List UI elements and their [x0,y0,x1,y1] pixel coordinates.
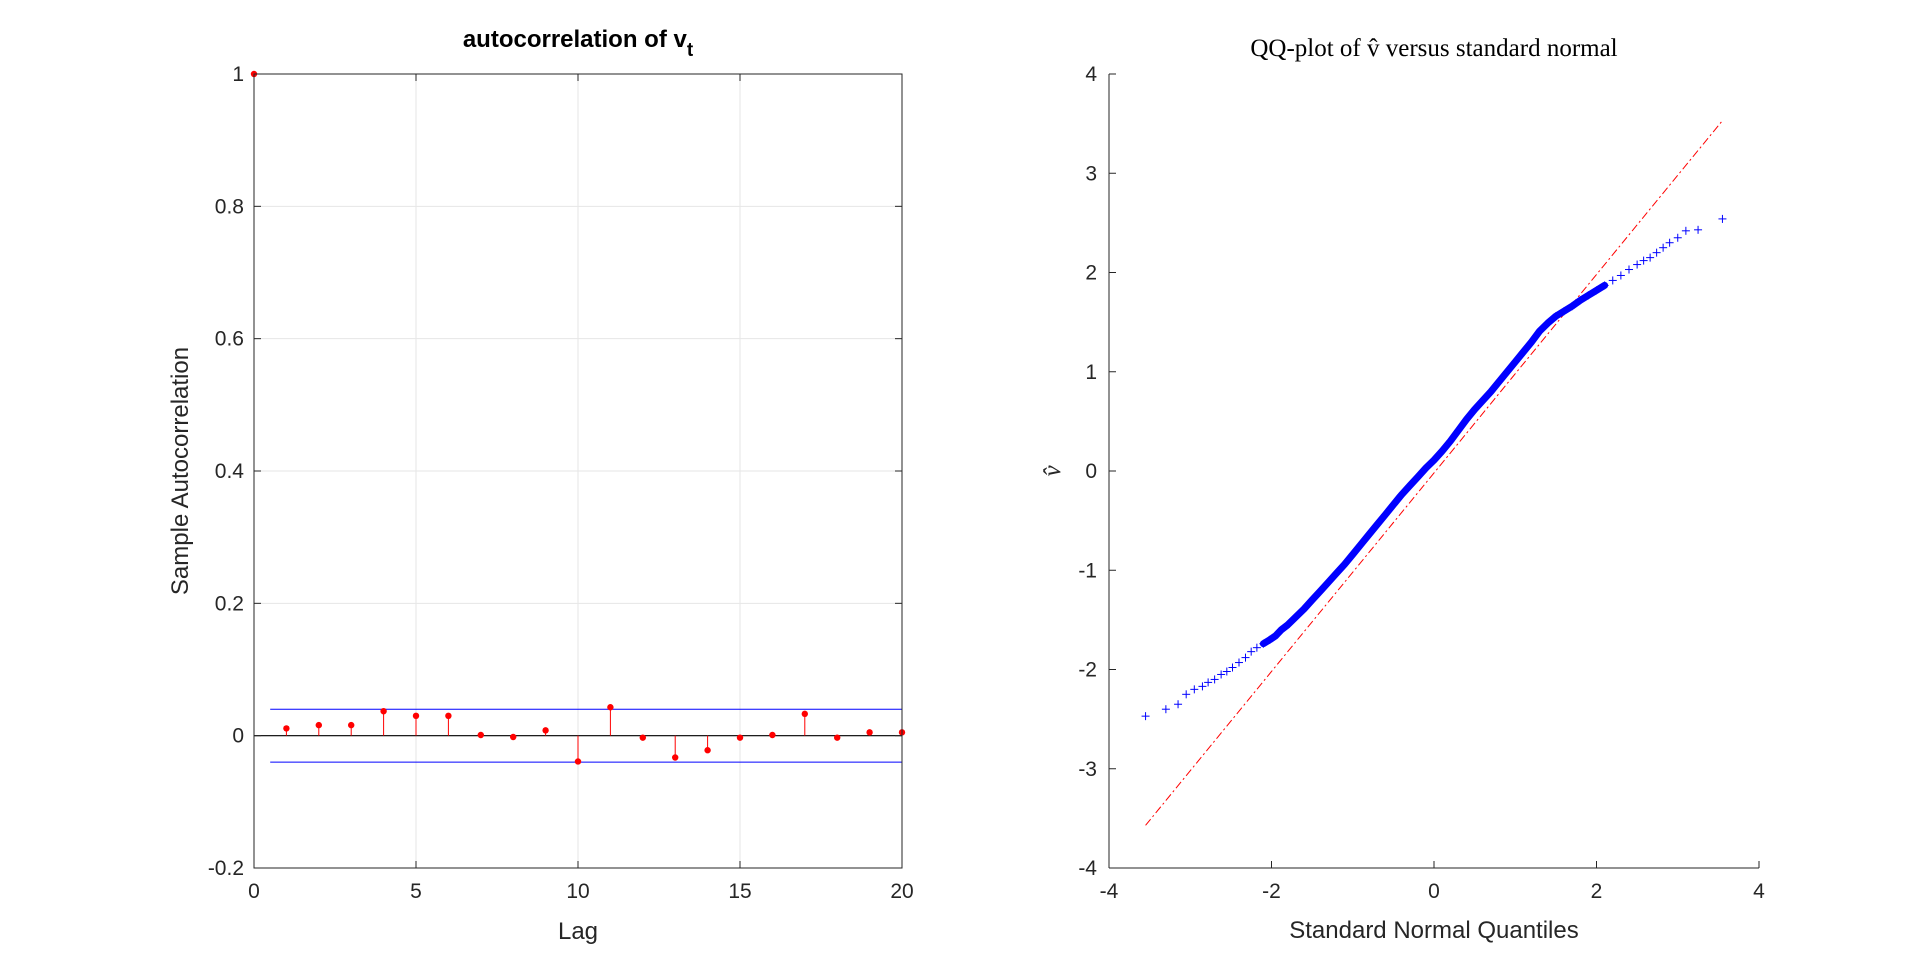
acf-y-axis-label: Sample Autocorrelation [167,347,194,595]
acf-confidence-bounds [270,708,902,763]
qq-y-ticks: -4 -3 -2 -1 0 1 2 3 4 [1078,63,1116,880]
qq-y-tick-label: 0 [1085,460,1097,483]
qq-point [1681,226,1690,235]
acf-y-tick-label: 1 [232,63,244,86]
acf-y-tick-label: 0.8 [215,195,244,218]
qq-point [1652,248,1661,257]
acf-stem-marker [574,758,582,765]
acf-y-tick-label: -0.2 [208,857,244,880]
qq-reference-line [1145,120,1723,826]
acf-y-tick-label: 0.2 [215,592,244,615]
qq-point [1161,705,1170,714]
qq-point [1235,658,1243,667]
qq-y-tick-label: 3 [1085,162,1097,185]
acf-x-tick-label: 0 [248,880,260,903]
qq-x-ticks: -4 -2 0 2 4 [1100,861,1765,903]
acf-x-ticks: 0 5 10 15 20 [248,74,914,903]
qq-x-tick-label: -4 [1100,880,1119,903]
qq-x-tick-label: 4 [1753,880,1765,903]
qq-point [1694,225,1703,234]
acf-x-tick-label: 20 [890,880,913,903]
qq-point [1718,214,1727,223]
qq-point [1252,643,1261,652]
qq-plot-chart: -4 -2 0 2 4 -4 -3 -2 -1 0 1 2 3 4 QQ-plot of v̂ vers… [1039,35,1765,944]
acf-x-axis-label: Lag [558,918,598,945]
qq-dense-point-band [1259,281,1609,648]
autocorrelation-chart: 0 5 10 15 20 -0.200.20.40.60.81 autocorrelat… [167,26,914,945]
acf-stem-marker [672,754,679,761]
acf-stem-marker [542,727,549,734]
qq-y-tick-label: -3 [1078,758,1097,781]
qq-point [1633,260,1642,269]
acf-stem-marker [380,707,387,715]
acf-stem-marker [639,734,646,741]
acf-stem-marker [769,731,776,739]
qq-point [1673,233,1682,242]
acf-stem-marker [801,710,808,718]
acf-x-tick-label: 15 [728,880,751,903]
qq-point [1646,253,1655,262]
acf-x-tick-label: 10 [566,880,589,903]
acf-stem-marker [477,731,484,739]
qq-y-tick-label: -2 [1078,659,1097,682]
qq-point [1222,667,1231,676]
qq-y-tick-label: -1 [1078,559,1097,582]
acf-stem-marker [866,729,873,736]
acf-x-tick-label: 5 [410,880,422,903]
acf-grid [253,73,903,869]
acf-y-tick-label: 0.6 [215,328,244,351]
qq-axes [1108,74,1759,869]
qq-point [1659,243,1668,252]
qq-point [1665,238,1674,247]
acf-stem-marker [412,712,420,720]
acf-stem-marker [510,733,517,741]
qq-point [1182,690,1191,699]
qq-y-axis-label: v̂ [1039,465,1066,477]
acf-stem-marker [834,734,841,741]
qq-points [1141,214,1727,721]
acf-y-ticks: -0.2 0 0.2 0.4 0.6 0.8 1 [208,63,902,880]
qq-title: QQ-plot of v̂ versus standard normal [1250,35,1617,62]
qq-x-tick-label: 0 [1428,880,1440,903]
qq-point [1190,685,1199,694]
qq-point [1625,265,1633,274]
qq-point [1639,256,1648,265]
qq-point [1616,271,1625,280]
qq-point [1204,678,1213,687]
acf-stem-marker [445,712,452,720]
qq-point [1198,682,1207,691]
qq-point [1228,663,1237,672]
qq-point [1210,675,1219,684]
qq-point [1141,712,1150,721]
qq-point [1174,700,1183,709]
acf-stem-marker [315,721,322,729]
acf-stem-marker [704,747,711,754]
qq-x-tick-label: -2 [1262,880,1281,903]
qq-reference-line-segment [1145,120,1723,826]
qq-x-axis-label: Standard Normal Quantiles [1289,917,1578,944]
acf-stem-marker [736,734,744,741]
qq-y-tick-label: 1 [1085,361,1097,384]
qq-point [1241,653,1250,662]
qq-point [1608,276,1617,285]
acf-title: autocorrelation of vt [463,26,694,61]
acf-y-tick-label: 0.4 [215,460,245,483]
acf-stem-marker [283,725,290,732]
acf-stem-marker [348,721,355,729]
qq-y-tick-label: -4 [1078,857,1097,880]
qq-y-tick-label: 4 [1085,63,1097,86]
acf-stem-marker [607,704,614,711]
acf-y-tick-label: 0 [232,725,244,748]
qq-point [1217,670,1226,679]
qq-x-tick-label: 2 [1591,880,1603,903]
qq-y-tick-label: 2 [1085,262,1097,285]
qq-point [1247,647,1256,656]
acf-title-subscript: t [687,40,694,61]
